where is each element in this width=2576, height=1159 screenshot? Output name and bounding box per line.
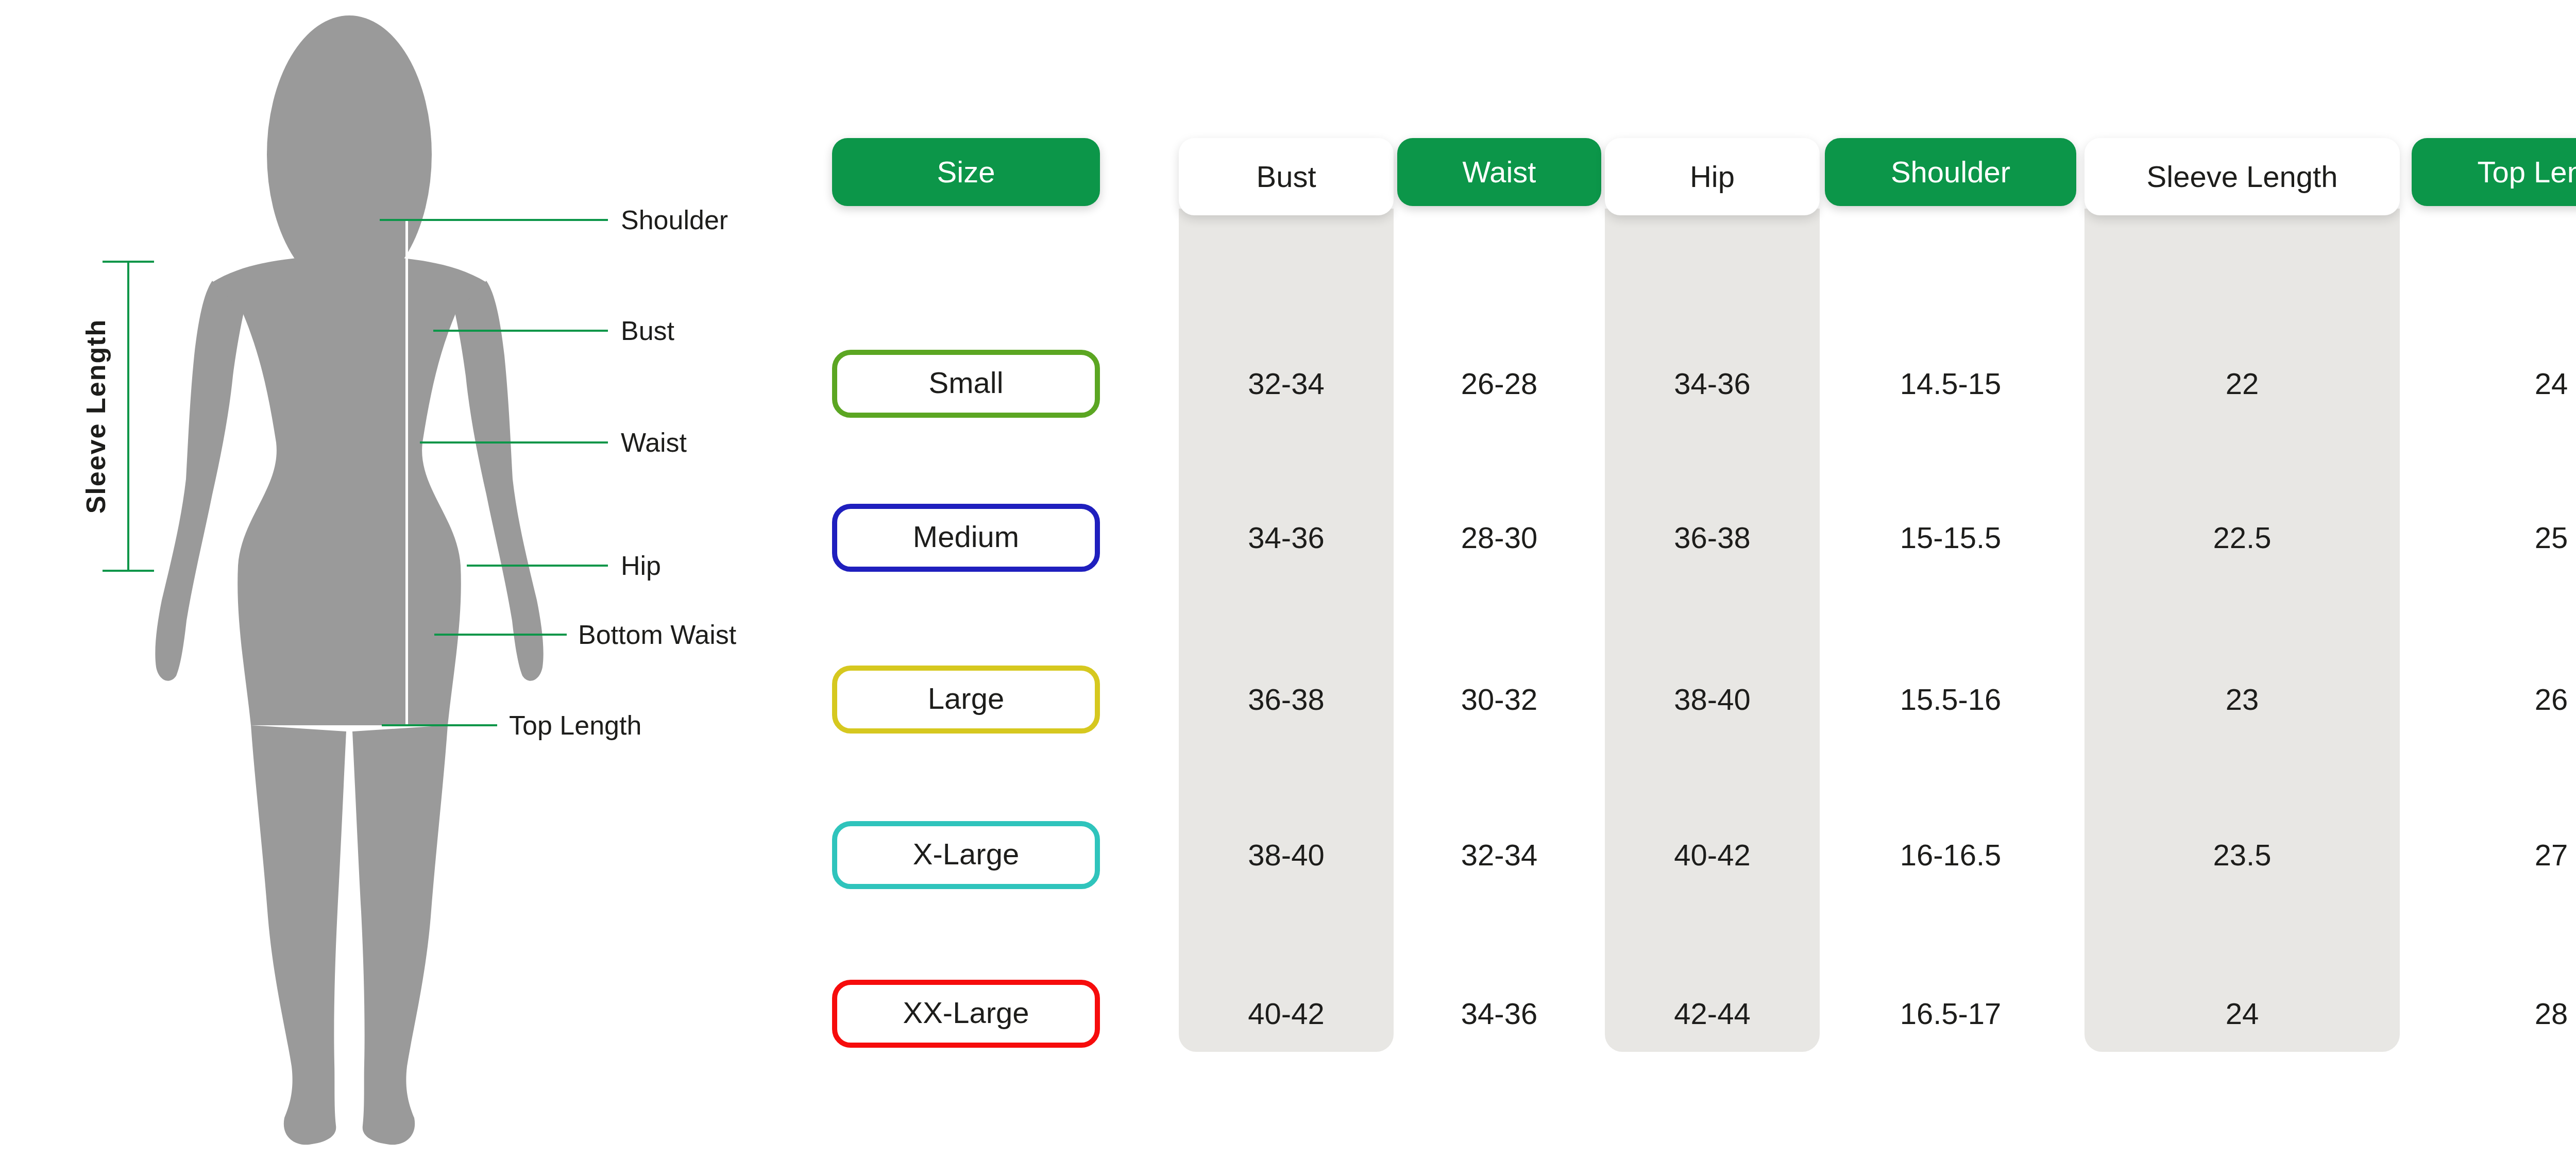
table-cell: 27 bbox=[2412, 832, 2576, 878]
table-cell: 23 bbox=[2084, 676, 2400, 723]
female-body-silhouette bbox=[0, 0, 824, 1159]
column-shoulder: Shoulder 14.5-15 15-15.5 15.5-16 16-16.5… bbox=[1825, 0, 2076, 1159]
column-size: Size Small Medium Large X-Large XX-Large bbox=[832, 0, 1100, 1159]
column-header-size: Size bbox=[832, 138, 1100, 206]
table-cell: 38-40 bbox=[1605, 676, 1820, 723]
column-header-shoulder: Shoulder bbox=[1825, 138, 2076, 206]
table-cell: 34-36 bbox=[1179, 515, 1394, 561]
size-button-medium[interactable]: Medium bbox=[832, 504, 1100, 572]
silhouette-shape bbox=[155, 15, 543, 1145]
waist-label: Waist bbox=[621, 427, 687, 458]
table-cell: 16-16.5 bbox=[1825, 832, 2076, 878]
column-header-bust: Bust bbox=[1179, 138, 1394, 215]
column-hip: Hip 34-36 36-38 38-40 40-42 42-44 bbox=[1605, 0, 1820, 1159]
table-cell: 26 bbox=[2412, 676, 2576, 723]
table-cell: 16.5-17 bbox=[1825, 991, 2076, 1037]
table-cell: 25 bbox=[2412, 515, 2576, 561]
table-cell: 15-15.5 bbox=[1825, 515, 2076, 561]
table-cell: 22.5 bbox=[2084, 515, 2400, 561]
table-cell: 36-38 bbox=[1605, 515, 1820, 561]
top-length-label: Top Length bbox=[509, 710, 641, 741]
size-chart-infographic: Shoulder Bust Waist Hip Bottom Waist Top… bbox=[0, 0, 2576, 1159]
column-top-length: Top Length 24 25 26 27 28 bbox=[2412, 0, 2576, 1159]
column-band bbox=[1179, 209, 1394, 1052]
size-button-x-large[interactable]: X-Large bbox=[832, 821, 1100, 889]
table-cell: 24 bbox=[2084, 991, 2400, 1037]
size-button-large[interactable]: Large bbox=[832, 666, 1100, 734]
column-header-hip: Hip bbox=[1605, 138, 1820, 215]
table-cell: 28-30 bbox=[1397, 515, 1601, 561]
column-header-sleeve-length: Sleeve Length bbox=[2084, 138, 2400, 215]
table-cell: 28 bbox=[2412, 991, 2576, 1037]
table-cell: 32-34 bbox=[1179, 361, 1394, 407]
size-button-small[interactable]: Small bbox=[832, 350, 1100, 418]
column-band bbox=[1605, 209, 1820, 1052]
column-band bbox=[2084, 209, 2400, 1052]
column-sleeve-length: Sleeve Length 22 22.5 23 23.5 24 bbox=[2084, 0, 2400, 1159]
table-cell: 15.5-16 bbox=[1825, 676, 2076, 723]
bottom-waist-label: Bottom Waist bbox=[578, 619, 736, 650]
center-measure-line bbox=[405, 220, 408, 725]
hip-label: Hip bbox=[621, 550, 661, 581]
shoulder-label: Shoulder bbox=[621, 204, 728, 235]
table-cell: 32-34 bbox=[1397, 832, 1601, 878]
column-header-top-length: Top Length bbox=[2412, 138, 2576, 206]
table-cell: 40-42 bbox=[1605, 832, 1820, 878]
table-cell: 26-28 bbox=[1397, 361, 1601, 407]
size-button-xx-large[interactable]: XX-Large bbox=[832, 980, 1100, 1048]
bust-label: Bust bbox=[621, 315, 674, 346]
table-cell: 40-42 bbox=[1179, 991, 1394, 1037]
table-cell: 22 bbox=[2084, 361, 2400, 407]
table-cell: 23.5 bbox=[2084, 832, 2400, 878]
column-header-waist: Waist bbox=[1397, 138, 1601, 206]
table-cell: 24 bbox=[2412, 361, 2576, 407]
sleeve-length-label: Sleeve Length bbox=[80, 319, 111, 514]
table-cell: 38-40 bbox=[1179, 832, 1394, 878]
table-cell: 42-44 bbox=[1605, 991, 1820, 1037]
table-cell: 34-36 bbox=[1605, 361, 1820, 407]
table-cell: 14.5-15 bbox=[1825, 361, 2076, 407]
table-cell: 36-38 bbox=[1179, 676, 1394, 723]
column-waist: Waist 26-28 28-30 30-32 32-34 34-36 bbox=[1397, 0, 1601, 1159]
table-cell: 30-32 bbox=[1397, 676, 1601, 723]
column-bust: Bust 32-34 34-36 36-38 38-40 40-42 bbox=[1179, 0, 1394, 1159]
table-cell: 34-36 bbox=[1397, 991, 1601, 1037]
